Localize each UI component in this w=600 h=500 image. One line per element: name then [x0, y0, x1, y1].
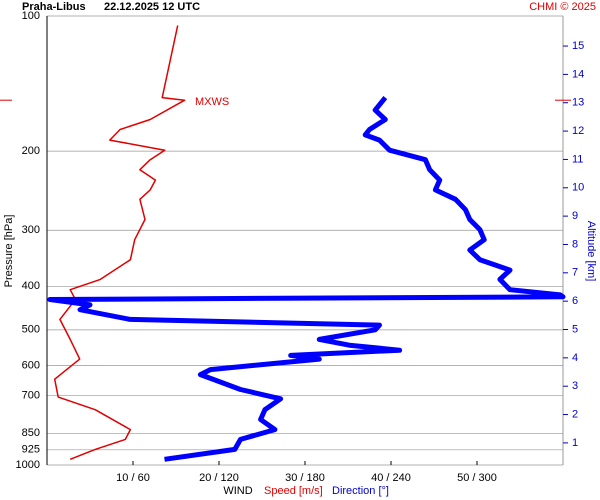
y2-tick-label: 3: [572, 380, 578, 392]
legend-entry: Direction [°]: [332, 485, 389, 497]
y2-tick-label: 6: [572, 295, 578, 307]
annotation: MXWS: [195, 96, 229, 108]
y-tick-label: 100: [22, 10, 40, 22]
y2-tick-label: 2: [572, 408, 578, 420]
y-tick-label: 1000: [16, 459, 40, 471]
series-line: [53, 25, 186, 460]
y2-tick-label: 7: [572, 267, 578, 279]
x-tick-label: 30 / 180: [285, 472, 325, 484]
x-tick-label: 20 / 120: [199, 472, 239, 484]
y2-axis-label: Altitude [km]: [585, 221, 597, 282]
y2-tick-label: 9: [572, 210, 578, 222]
y-tick-label: 700: [22, 389, 40, 401]
y-tick-label: 600: [22, 359, 40, 371]
y-tick-label: 300: [22, 224, 40, 236]
x-axis-label: WIND: [223, 485, 252, 497]
y2-tick-label: 13: [572, 97, 584, 109]
y2-tick-label: 8: [572, 238, 578, 250]
credit: CHMI © 2025: [529, 1, 596, 13]
y2-tick-label: 4: [572, 352, 578, 364]
y-tick-label: 850: [22, 427, 40, 439]
y2-tick-label: 12: [572, 125, 584, 137]
y-tick-label: 400: [22, 280, 40, 292]
y-tick-label: 500: [22, 324, 40, 336]
chart-subtitle: 22.12.2025 12 UTC: [104, 1, 200, 13]
y2-tick-label: 10: [572, 182, 584, 194]
chart-title: Praha-Libus: [22, 1, 86, 13]
series-line: [47, 96, 566, 462]
legend-entry: Speed [m/s]: [264, 485, 323, 497]
x-tick-label: 50 / 300: [457, 472, 497, 484]
x-tick-label: 10 / 60: [116, 472, 150, 484]
y-axis-label: Pressure [hPa]: [3, 215, 15, 288]
y2-tick-label: 1: [572, 437, 578, 449]
y2-tick-label: 5: [572, 323, 578, 335]
y2-tick-label: 14: [572, 68, 584, 80]
y2-tick-label: 11: [572, 153, 583, 165]
y-tick-label: 925: [22, 444, 40, 456]
y-tick-label: 200: [22, 145, 40, 157]
y2-tick-label: 15: [572, 40, 584, 52]
x-tick-label: 40 / 240: [371, 472, 411, 484]
